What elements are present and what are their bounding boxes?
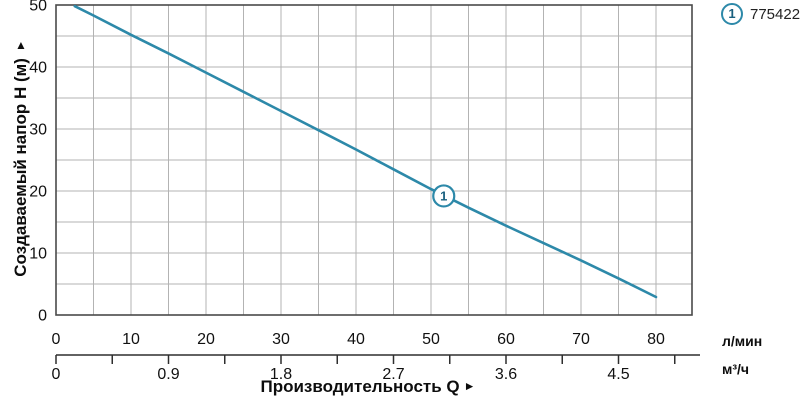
x-tick-label-m3h: 0 bbox=[52, 366, 61, 383]
x-tick-label-lmin: 80 bbox=[647, 331, 665, 348]
unit-label-m3h: м³/ч bbox=[722, 361, 750, 377]
x-axis-title-text: Производительность Q bbox=[260, 377, 460, 396]
x-tick-label-m3h: 2.7 bbox=[382, 366, 404, 383]
x-tick-label-m3h: 3.6 bbox=[495, 366, 517, 383]
y-tick-label: 40 bbox=[29, 60, 47, 77]
x-tick-label-lmin: 70 bbox=[572, 331, 590, 348]
curve-marker-label: 1 bbox=[440, 188, 447, 203]
legend-curve-1-code: 775422 bbox=[750, 5, 800, 23]
legend: 1 775422 bbox=[721, 3, 800, 25]
x-tick-label-m3h: 1.8 bbox=[270, 366, 292, 383]
y-tick-label: 0 bbox=[38, 308, 47, 325]
x-tick-label-lmin: 40 bbox=[347, 331, 365, 348]
y-tick-label: 30 bbox=[29, 122, 47, 139]
x-tick-label-lmin: 20 bbox=[197, 331, 215, 348]
unit-label-lmin: л/мин bbox=[722, 333, 763, 349]
x-tick-label-lmin: 60 bbox=[497, 331, 515, 348]
legend-curve-1-marker: 1 bbox=[721, 3, 743, 25]
x-tick-label-m3h: 0.9 bbox=[157, 366, 179, 383]
y-tick-label: 10 bbox=[29, 246, 47, 263]
curve-marker-circle bbox=[432, 184, 456, 208]
x-tick-label-lmin: 10 bbox=[122, 331, 140, 348]
y-tick-label: 50 bbox=[29, 0, 47, 15]
x-tick-label-lmin: 30 bbox=[272, 331, 290, 348]
x-tick-label-m3h: 4.5 bbox=[607, 366, 629, 383]
plot-border bbox=[55, 4, 693, 316]
pump-curve-775422 bbox=[73, 4, 658, 299]
x-tick-label-lmin: 50 bbox=[422, 331, 440, 348]
x-axis-title: Производительность Q ► bbox=[260, 377, 475, 397]
y-tick-label: 20 bbox=[29, 184, 47, 201]
x-tick-label-lmin: 0 bbox=[52, 331, 61, 348]
right-arrow-icon: ► bbox=[463, 379, 476, 393]
